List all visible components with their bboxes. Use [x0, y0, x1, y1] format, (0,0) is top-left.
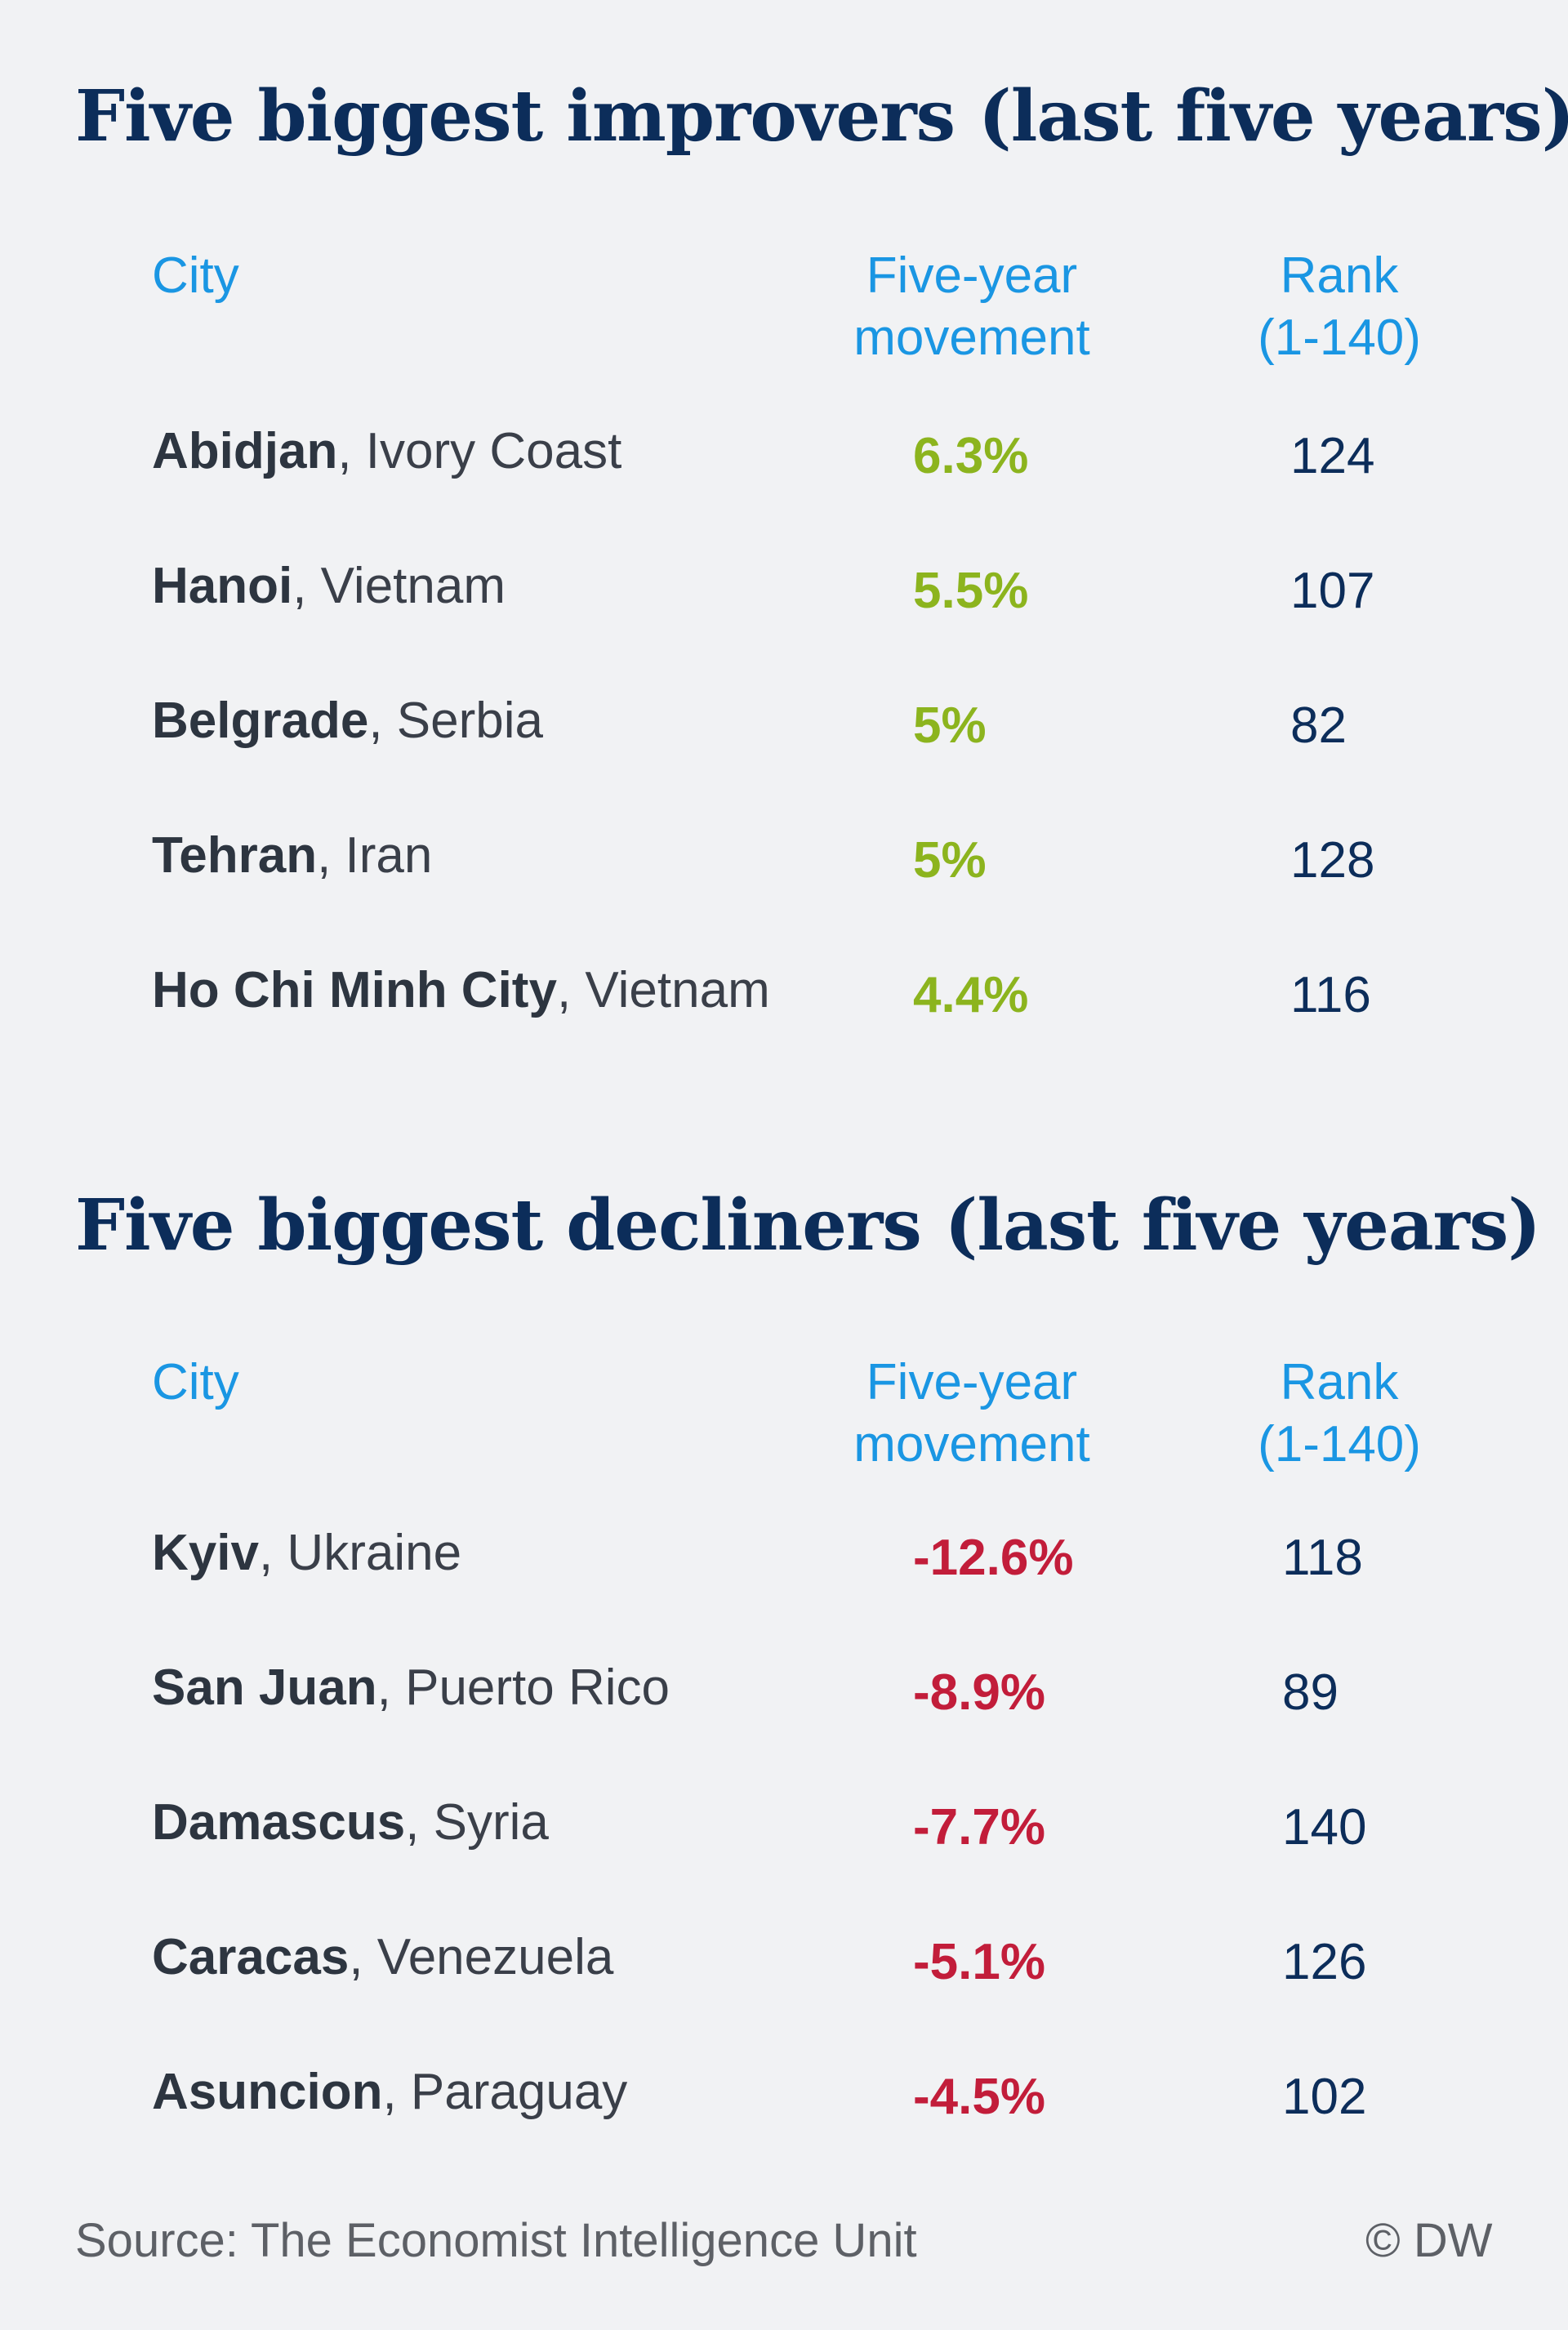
improvers-header-city: City	[152, 247, 239, 304]
decliners-title: Five biggest decliners (last five years)	[75, 1184, 1541, 1267]
country-name: , Vietnam	[556, 962, 770, 1018]
country-name: , Venezuela	[349, 1929, 614, 1985]
table-row: Abidjan, Ivory Coast 6.3% 124	[0, 419, 1568, 484]
movement-value: -12.6%	[913, 1530, 1074, 1586]
city-name: Kyiv	[152, 1525, 259, 1581]
table-row: Kyiv, Ukraine -12.6% 118	[0, 1521, 1568, 1586]
city-name: San Juan	[152, 1660, 377, 1716]
country-name: , Syria	[405, 1794, 549, 1851]
city-cell: Ho Chi Minh City, Vietnam	[152, 958, 770, 1023]
table-row: Belgrade, Serbia 5% 82	[0, 688, 1568, 754]
rank-value: 140	[1282, 1799, 1367, 1856]
city-name: Asuncion	[152, 2064, 383, 2120]
rank-value: 128	[1290, 832, 1375, 889]
movement-value: -8.9%	[913, 1664, 1045, 1721]
movement-value: 5.5%	[913, 563, 1029, 619]
city-cell: Abidjan, Ivory Coast	[152, 419, 621, 484]
city-cell: Kyiv, Ukraine	[152, 1521, 461, 1586]
rank-value: 82	[1290, 697, 1347, 754]
city-name: Damascus	[152, 1794, 406, 1851]
rank-value: 107	[1290, 563, 1375, 619]
city-name: Abidjan	[152, 423, 338, 479]
country-name: , Vietnam	[292, 558, 506, 614]
city-cell: San Juan, Puerto Rico	[152, 1655, 670, 1721]
table-row: Caracas, Venezuela -5.1% 126	[0, 1925, 1568, 1990]
city-cell: Asuncion, Paraguay	[152, 2060, 627, 2125]
rank-value: 118	[1282, 1530, 1363, 1586]
city-cell: Caracas, Venezuela	[152, 1925, 613, 1990]
city-cell: Belgrade, Serbia	[152, 688, 543, 754]
city-name: Hanoi	[152, 558, 293, 614]
movement-value: -7.7%	[913, 1799, 1045, 1856]
city-name: Belgrade	[152, 693, 369, 749]
country-name: , Serbia	[368, 693, 543, 749]
dw-credit: © DW	[1365, 2214, 1493, 2267]
table-row: Damascus, Syria -7.7% 140	[0, 1790, 1568, 1856]
rank-value: 89	[1282, 1664, 1339, 1721]
movement-value: 4.4%	[913, 967, 1029, 1023]
table-row: Asuncion, Paraguay -4.5% 102	[0, 2060, 1568, 2125]
city-cell: Tehran, Iran	[152, 823, 432, 889]
country-name: , Ukraine	[258, 1525, 462, 1581]
decliners-header-city: City	[152, 1354, 239, 1410]
improvers-title: Five biggest improvers (last five years)	[75, 75, 1568, 158]
movement-value: -5.1%	[913, 1934, 1045, 1990]
rank-value: 116	[1290, 967, 1371, 1023]
movement-value: 5%	[913, 832, 987, 889]
table-row: Hanoi, Vietnam 5.5% 107	[0, 554, 1568, 619]
rank-value: 102	[1282, 2069, 1367, 2125]
city-name: Caracas	[152, 1929, 350, 1985]
city-cell: Damascus, Syria	[152, 1790, 549, 1856]
country-name: , Puerto Rico	[376, 1660, 670, 1716]
country-name: , Ivory Coast	[337, 423, 622, 479]
movement-value: -4.5%	[913, 2069, 1045, 2125]
city-name: Tehran	[152, 827, 318, 884]
source-note: Source: The Economist Intelligence Unit	[75, 2214, 917, 2267]
table-row: San Juan, Puerto Rico -8.9% 89	[0, 1655, 1568, 1721]
movement-value: 5%	[913, 697, 987, 754]
rank-value: 126	[1282, 1934, 1367, 1990]
country-name: , Paraguay	[382, 2064, 628, 2120]
table-row: Ho Chi Minh City, Vietnam 4.4% 116	[0, 958, 1568, 1023]
movement-value: 6.3%	[913, 428, 1029, 484]
country-name: , Iran	[317, 827, 433, 884]
city-cell: Hanoi, Vietnam	[152, 554, 506, 619]
table-row: Tehran, Iran 5% 128	[0, 823, 1568, 889]
city-name: Ho Chi Minh City	[152, 962, 557, 1018]
rank-value: 124	[1290, 428, 1375, 484]
